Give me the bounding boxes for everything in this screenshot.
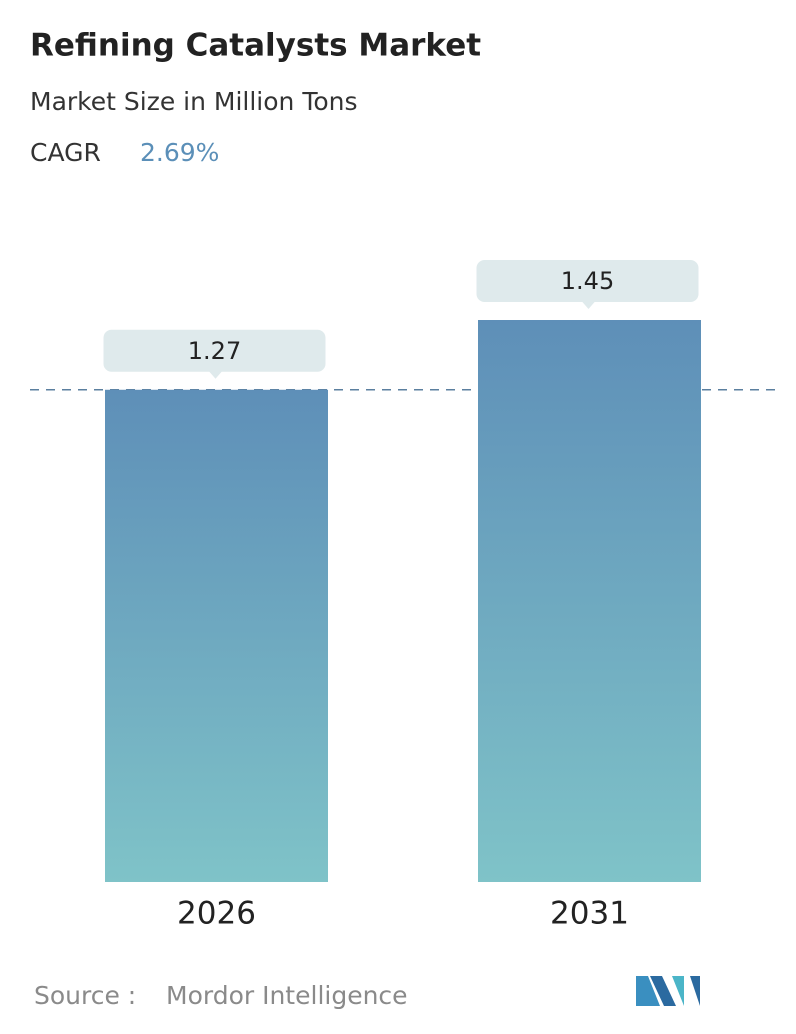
value-label: 1.45 [561,267,614,295]
plot: 1.27 2026 1.45 2031 [30,260,782,932]
value-callout [103,329,326,372]
x-tick-label: 2026 [177,896,256,932]
source-label: Source : [34,981,136,1010]
value-callout [476,260,699,302]
source-name: Mordor Intelligence [166,981,408,1010]
cagr-value: 2.69% [140,138,219,167]
chart-subtitle: Market Size in Million Tons [30,87,358,116]
value-label: 1.27 [188,337,241,365]
callout-pointer [581,301,596,309]
logo [636,976,700,1006]
x-tick-label: 2031 [550,896,629,932]
bar [105,389,328,882]
bar [478,320,701,882]
callout-pointer [208,370,223,379]
cagr-label: CAGR [30,138,101,167]
chart-title: Refining Catalysts Market [30,28,481,64]
